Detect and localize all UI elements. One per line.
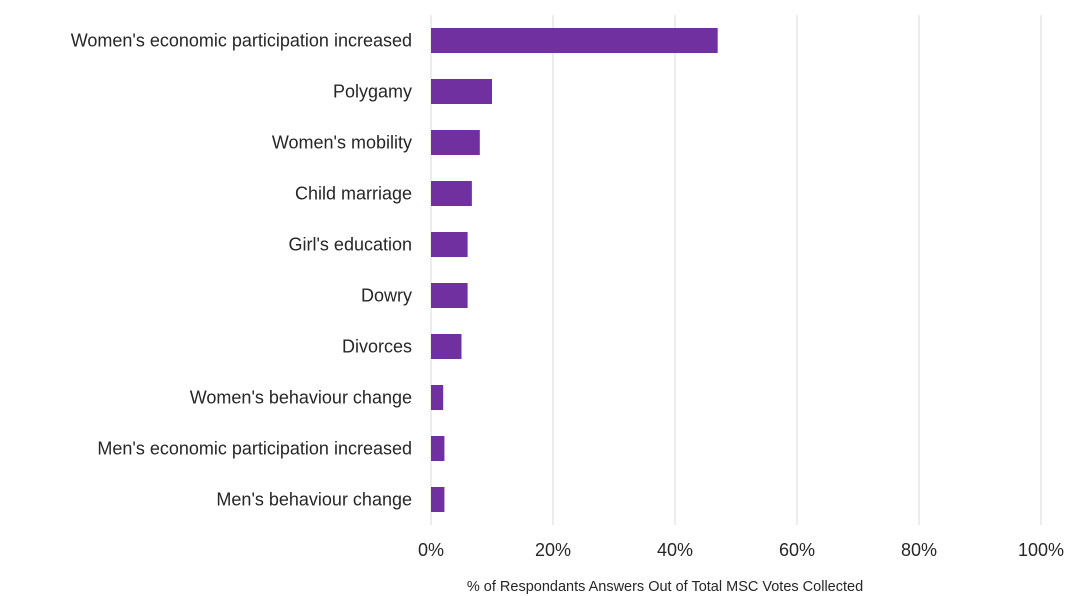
- bar: [431, 487, 445, 512]
- category-label: Men's economic participation increased: [97, 439, 412, 459]
- x-tick-label: 20%: [535, 540, 571, 560]
- bar: [431, 283, 468, 308]
- bars: [431, 28, 718, 512]
- gridlines: [430, 15, 1042, 525]
- x-axis-tick-labels: 0% 20% 40% 60% 80% 100%: [418, 540, 1064, 560]
- bar: [431, 436, 445, 461]
- x-tick-label: 100%: [1018, 540, 1064, 560]
- x-tick-label: 80%: [901, 540, 937, 560]
- x-axis-title: % of Respondants Answers Out of Total MS…: [467, 579, 863, 595]
- bar: [431, 334, 462, 359]
- category-label: Women's economic participation increased: [71, 31, 412, 51]
- x-tick-label: 40%: [657, 540, 693, 560]
- bar: [431, 28, 718, 53]
- bar: [431, 181, 472, 206]
- bar: [431, 385, 444, 410]
- category-label: Polygamy: [333, 82, 412, 102]
- bar: [431, 130, 480, 155]
- category-label: Women's behaviour change: [190, 388, 412, 408]
- bar: [431, 232, 468, 257]
- category-label: Men's behaviour change: [216, 490, 412, 510]
- category-label: Girl's education: [289, 235, 413, 255]
- category-label: Dowry: [361, 286, 412, 306]
- category-label: Women's mobility: [272, 133, 412, 153]
- category-label: Child marriage: [295, 184, 412, 204]
- x-tick-label: 60%: [779, 540, 815, 560]
- category-label: Divorces: [342, 337, 412, 357]
- x-tick-label: 0%: [418, 540, 444, 560]
- category-labels: Women's economic participation increased…: [71, 31, 412, 510]
- bar: [431, 79, 492, 104]
